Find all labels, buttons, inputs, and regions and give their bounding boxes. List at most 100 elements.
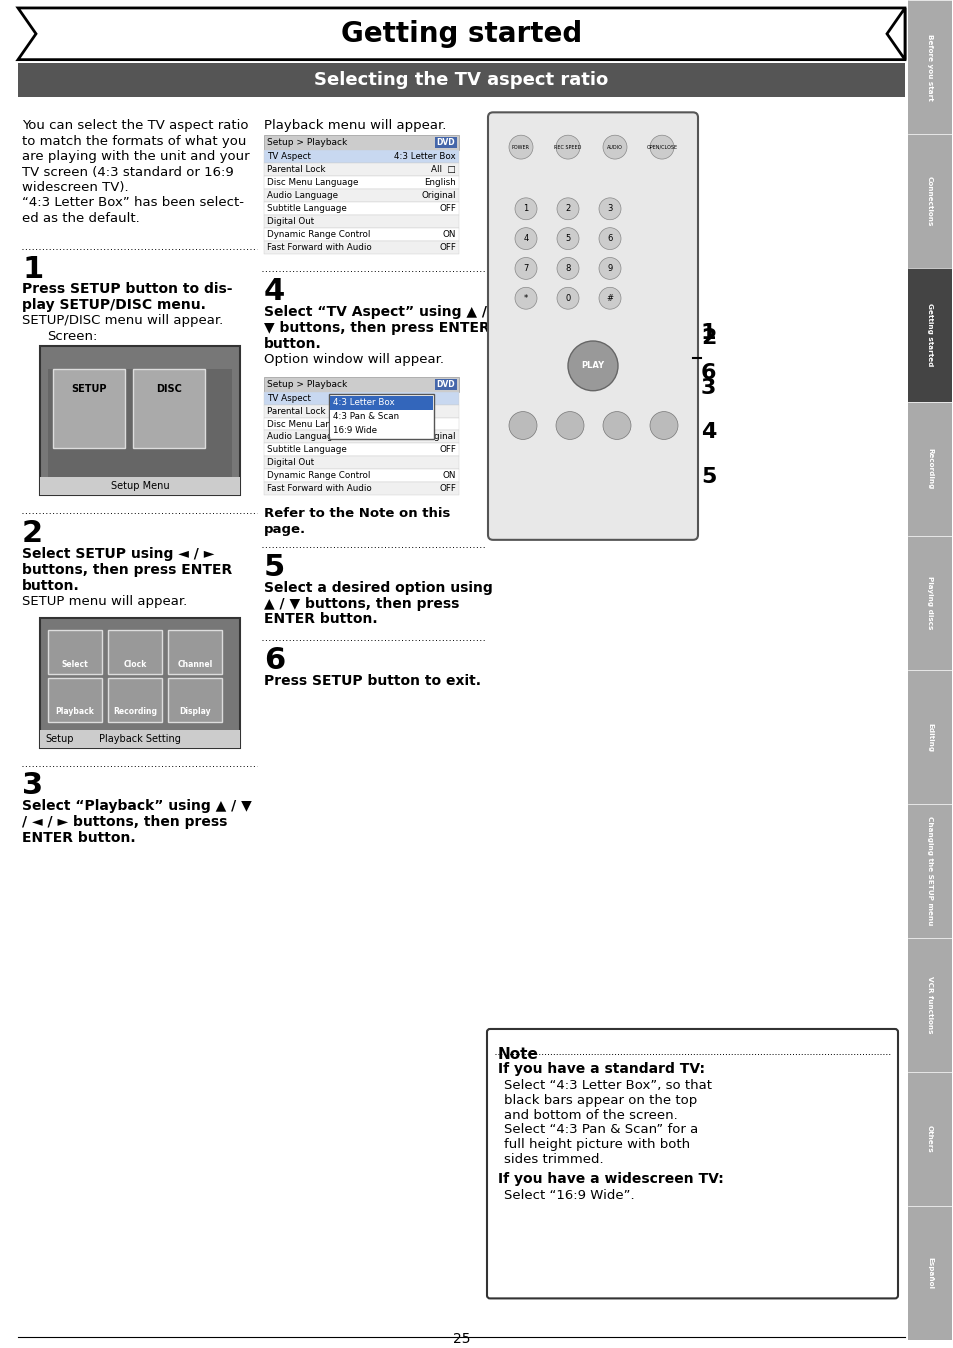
Text: ed as the default.: ed as the default. <box>22 212 139 225</box>
Text: Getting started: Getting started <box>926 303 932 367</box>
Text: 3: 3 <box>22 771 43 801</box>
Bar <box>264 189 458 202</box>
Text: Press SETUP button to exit.: Press SETUP button to exit. <box>264 674 480 687</box>
Text: button.: button. <box>22 578 80 593</box>
Circle shape <box>649 135 673 159</box>
Circle shape <box>649 411 678 439</box>
Bar <box>168 678 222 721</box>
Bar <box>264 392 458 404</box>
Bar <box>329 394 434 439</box>
Text: 2: 2 <box>700 328 716 348</box>
Circle shape <box>598 198 620 220</box>
Circle shape <box>602 411 630 439</box>
Text: Press SETUP button to dis-: Press SETUP button to dis- <box>22 282 233 297</box>
Text: Playback menu will appear.: Playback menu will appear. <box>264 120 446 132</box>
Text: 1: 1 <box>700 324 716 342</box>
Text: Connections: Connections <box>926 175 932 226</box>
Bar <box>264 177 458 189</box>
Bar <box>907 805 951 938</box>
Bar <box>907 0 951 133</box>
Text: 8: 8 <box>565 264 570 272</box>
Bar <box>264 457 458 469</box>
Bar <box>264 228 458 240</box>
Text: Select “Playback” using ▲ / ▼: Select “Playback” using ▲ / ▼ <box>22 799 252 813</box>
Text: All  □: All □ <box>431 164 456 174</box>
Text: ENTER button.: ENTER button. <box>264 612 377 627</box>
Text: Setup > Playback: Setup > Playback <box>267 137 347 147</box>
Text: 5: 5 <box>264 553 285 582</box>
Text: Original: Original <box>421 191 456 200</box>
Bar <box>330 410 433 423</box>
Text: 1: 1 <box>523 205 528 213</box>
Text: Channel: Channel <box>177 659 213 669</box>
Text: Screen:: Screen: <box>47 330 97 344</box>
Text: to match the formats of what you: to match the formats of what you <box>22 135 246 148</box>
Text: Fast Forward with Audio: Fast Forward with Audio <box>267 484 372 493</box>
Text: SETUP menu will appear.: SETUP menu will appear. <box>22 594 187 608</box>
Circle shape <box>567 341 618 391</box>
Text: Clock: Clock <box>123 659 147 669</box>
Bar <box>40 729 240 748</box>
Text: ON: ON <box>442 472 456 480</box>
Text: Select: Select <box>62 659 89 669</box>
Text: Others: Others <box>926 1126 932 1153</box>
Bar <box>264 163 458 177</box>
Text: OFF: OFF <box>438 445 456 454</box>
Text: Getting started: Getting started <box>340 20 581 47</box>
Text: black bars appear on the top: black bars appear on the top <box>503 1093 697 1107</box>
Circle shape <box>598 228 620 249</box>
Text: 16:9 Wide: 16:9 Wide <box>333 426 376 435</box>
Text: Digital Out: Digital Out <box>267 458 314 468</box>
Text: Note: Note <box>497 1047 538 1062</box>
Text: Changing the SETUP menu: Changing the SETUP menu <box>926 817 932 926</box>
Text: 3: 3 <box>607 205 612 213</box>
Text: 4:3 Letter Box: 4:3 Letter Box <box>394 152 456 160</box>
Text: Audio Language: Audio Language <box>267 433 337 441</box>
Text: *: * <box>523 294 528 303</box>
Text: Original: Original <box>421 433 456 441</box>
Bar <box>264 404 458 418</box>
Text: DISC: DISC <box>156 384 182 394</box>
Bar <box>264 202 458 214</box>
Bar <box>907 402 951 537</box>
Bar <box>48 631 102 674</box>
FancyBboxPatch shape <box>486 1029 897 1298</box>
Text: SETUP/DISC menu will appear.: SETUP/DISC menu will appear. <box>22 314 223 328</box>
Text: Recording: Recording <box>926 449 932 489</box>
Bar <box>18 62 904 97</box>
Circle shape <box>602 135 626 159</box>
Text: 6: 6 <box>264 646 285 675</box>
Bar <box>264 214 458 228</box>
Text: / ◄ / ► buttons, then press: / ◄ / ► buttons, then press <box>22 816 227 829</box>
Text: OPEN/CLOSE: OPEN/CLOSE <box>646 144 677 150</box>
Text: 4:3 Pan & Scan: 4:3 Pan & Scan <box>333 412 398 421</box>
Text: 9: 9 <box>607 264 612 272</box>
Text: Before you start: Before you start <box>926 34 932 100</box>
Bar <box>48 678 102 721</box>
Text: TV Aspect: TV Aspect <box>267 152 311 160</box>
Text: DVD: DVD <box>436 137 455 147</box>
Text: page.: page. <box>264 523 306 537</box>
Text: Recording: Recording <box>112 708 157 716</box>
Text: are playing with the unit and your: are playing with the unit and your <box>22 150 250 163</box>
Text: “4:3 Letter Box” has been select-: “4:3 Letter Box” has been select- <box>22 197 244 209</box>
Text: #: # <box>606 294 613 303</box>
Text: Español: Español <box>926 1258 932 1289</box>
Bar <box>132 369 205 449</box>
Text: 4:3 Letter Box: 4:3 Letter Box <box>333 398 395 407</box>
Text: Display: Display <box>179 708 211 716</box>
Text: Refer to the Note on this: Refer to the Note on this <box>264 507 450 520</box>
Bar <box>264 443 458 457</box>
Text: REC SPEED: REC SPEED <box>554 144 581 150</box>
Text: DVD: DVD <box>436 380 455 388</box>
Bar <box>264 377 458 392</box>
Circle shape <box>515 228 537 249</box>
Bar <box>435 379 456 390</box>
Text: ENTER button.: ENTER button. <box>22 832 135 845</box>
Text: You can select the TV aspect ratio: You can select the TV aspect ratio <box>22 120 248 132</box>
Bar <box>40 619 240 748</box>
Bar <box>53 369 125 449</box>
Text: Digital Out: Digital Out <box>267 217 314 225</box>
Text: AUDIO: AUDIO <box>606 144 622 150</box>
Circle shape <box>557 198 578 220</box>
